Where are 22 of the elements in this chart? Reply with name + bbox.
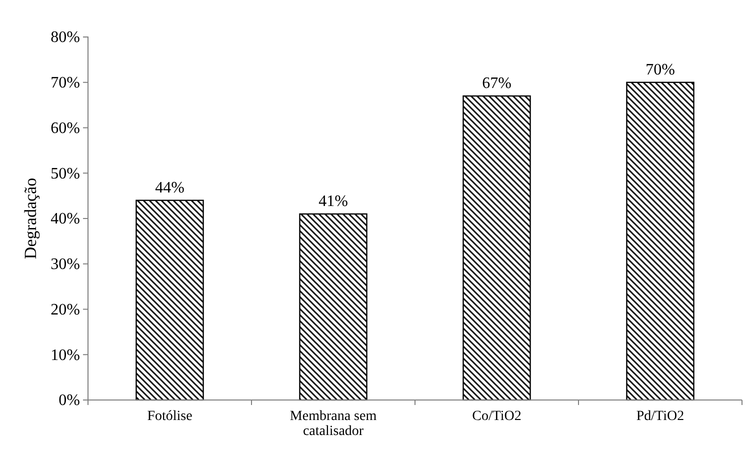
y-axis-title: Degradação bbox=[21, 178, 40, 260]
data-label: 44% bbox=[155, 179, 184, 196]
bar bbox=[626, 82, 694, 401]
y-tick-label: 40% bbox=[50, 210, 80, 228]
data-label: 70% bbox=[646, 61, 675, 78]
y-tick-label: 80% bbox=[50, 29, 80, 46]
x-tick-label: Membrana sem catalisador bbox=[290, 408, 377, 440]
data-label: 41% bbox=[318, 192, 348, 210]
y-tick-label: 60% bbox=[50, 120, 80, 137]
data-label: 67% bbox=[482, 74, 512, 92]
bar bbox=[299, 213, 368, 401]
y-tick-label: 10% bbox=[50, 346, 80, 364]
y-tick-label: 50% bbox=[50, 165, 80, 182]
x-tick-label: Co/TiO2 bbox=[472, 408, 522, 424]
x-tick-label: Pd/TiO2 bbox=[636, 408, 684, 424]
bar bbox=[136, 200, 204, 401]
x-tick-label: Fotólise bbox=[147, 408, 192, 424]
y-tick-label: 70% bbox=[50, 74, 80, 92]
y-tick-label: 20% bbox=[50, 301, 80, 318]
bar bbox=[462, 95, 531, 401]
y-tick-label: 0% bbox=[58, 392, 80, 410]
y-tick-label: 30% bbox=[50, 256, 80, 273]
